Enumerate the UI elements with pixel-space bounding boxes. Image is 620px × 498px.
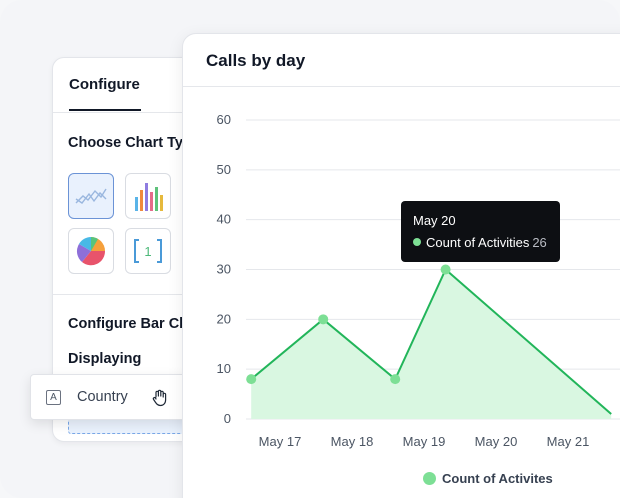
x-tick-label: May 17 bbox=[259, 434, 302, 449]
data-point bbox=[390, 374, 401, 385]
configure-bar-chart-heading: Configure Bar Ch bbox=[68, 316, 189, 332]
area-fill bbox=[251, 269, 612, 419]
y-tick-label: 60 bbox=[217, 112, 231, 127]
y-tick-label: 20 bbox=[217, 311, 231, 326]
y-tick-label: 0 bbox=[224, 411, 231, 426]
x-tick-label: May 20 bbox=[475, 434, 518, 449]
tooltip-series-dot bbox=[413, 238, 421, 246]
active-tab-indicator bbox=[69, 109, 141, 111]
chart-type-pie[interactable] bbox=[68, 228, 114, 274]
line-chart-icon bbox=[75, 188, 107, 204]
divider bbox=[183, 86, 620, 87]
data-point bbox=[440, 264, 451, 275]
y-tick-label: 50 bbox=[217, 162, 231, 177]
chart-type-bar[interactable] bbox=[125, 173, 171, 219]
country-field-chip[interactable]: A Country bbox=[30, 374, 195, 420]
x-tick-label: May 18 bbox=[331, 434, 374, 449]
y-tick-label: 10 bbox=[217, 361, 231, 376]
chart-panel: Calls by day 0 10 20 30 40 50 60 May 17 May 18 Ma… bbox=[182, 33, 620, 498]
divider bbox=[53, 112, 201, 113]
tooltip-series: Count of Activities 26 bbox=[426, 235, 547, 250]
data-point bbox=[246, 374, 257, 385]
y-tick-label: 40 bbox=[217, 212, 231, 227]
chart-type-number[interactable]: 1 bbox=[125, 228, 171, 274]
data-point bbox=[318, 314, 329, 325]
configure-panel: Configure Choose Chart Ty bbox=[52, 57, 202, 442]
tab-configure[interactable]: Configure bbox=[69, 76, 140, 93]
tooltip-series-label: Count of Activities bbox=[426, 235, 530, 250]
divider bbox=[53, 294, 201, 295]
chip-label: Country bbox=[77, 389, 128, 405]
chart-legend[interactable]: Count of Activites bbox=[423, 471, 553, 486]
grab-hand-icon bbox=[152, 389, 167, 407]
legend-dot bbox=[423, 472, 436, 485]
chart-type-line[interactable] bbox=[68, 173, 114, 219]
displaying-label: Displaying bbox=[68, 351, 142, 367]
x-tick-label: May 19 bbox=[403, 434, 446, 449]
bar-chart-icon bbox=[135, 183, 163, 211]
tooltip-date: May 20 bbox=[413, 213, 456, 228]
svg-text:1: 1 bbox=[144, 244, 151, 259]
pie-chart-icon bbox=[76, 237, 106, 266]
y-tick-label: 30 bbox=[217, 262, 231, 277]
tooltip-value: 26 bbox=[532, 235, 547, 250]
x-tick-label: May 21 bbox=[547, 434, 590, 449]
choose-chart-type-heading: Choose Chart Ty bbox=[68, 135, 183, 151]
legend-label: Count of Activites bbox=[442, 471, 553, 486]
text-field-icon: A bbox=[46, 390, 61, 405]
chart-tooltip: May 20 Count of Activities 26 bbox=[401, 201, 560, 262]
number-chart-icon: 1 bbox=[134, 239, 162, 263]
chart-title: Calls by day bbox=[206, 51, 306, 70]
